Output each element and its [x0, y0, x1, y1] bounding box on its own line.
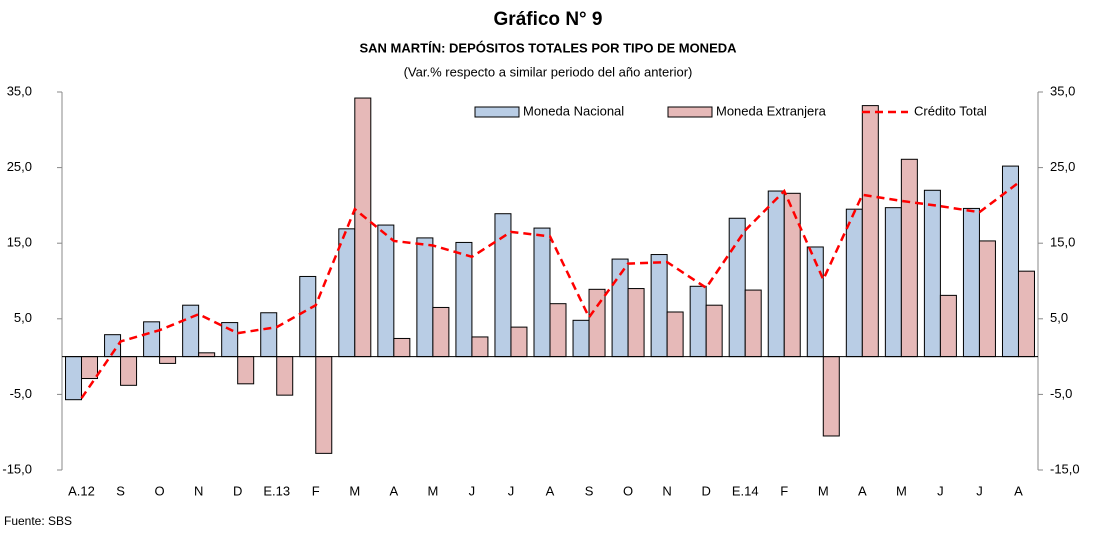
x-tick-label: M — [427, 483, 438, 498]
legend-label: Moneda Extranjera — [716, 103, 827, 118]
bar — [572, 319, 590, 358]
bar — [143, 321, 161, 358]
legend-label: Crédito Total — [914, 103, 987, 118]
bar — [939, 294, 957, 358]
bar — [549, 303, 567, 358]
x-tick-label: A — [546, 483, 555, 498]
x-tick-label: N — [194, 483, 203, 498]
bar — [159, 356, 177, 364]
bar — [861, 105, 879, 358]
bar — [845, 208, 863, 358]
y2-tick-label: 25,0 — [1050, 159, 1075, 174]
x-tick-label: D — [233, 483, 242, 498]
bar — [627, 288, 645, 358]
x-tick-label: S — [116, 483, 125, 498]
bar — [120, 356, 138, 386]
bar — [533, 227, 551, 358]
x-tick-label: M — [818, 483, 829, 498]
x-tick-label: S — [585, 483, 594, 498]
bar — [689, 285, 707, 358]
bar — [182, 304, 200, 358]
bar — [494, 213, 512, 358]
x-tick-label: M — [349, 483, 360, 498]
y-tick-label: 5,0 — [14, 310, 32, 325]
bar — [416, 237, 434, 358]
x-tick-label: O — [155, 483, 165, 498]
x-tick-label: E.13 — [263, 483, 290, 498]
x-tick-label: J — [937, 483, 944, 498]
bar — [588, 288, 606, 358]
y2-tick-label: -5,0 — [1050, 386, 1072, 401]
chart-note: (Var.% respecto a similar periodo del añ… — [404, 64, 693, 79]
bar — [354, 97, 372, 358]
x-tick-label: J — [508, 483, 515, 498]
y-tick-label: 25,0 — [7, 159, 32, 174]
y2-tick-label: -15,0 — [1050, 461, 1080, 476]
bar — [900, 158, 918, 358]
y-tick-label: -5,0 — [10, 386, 32, 401]
x-tick-label: A — [858, 483, 867, 498]
bar — [237, 356, 255, 385]
bar — [393, 337, 411, 358]
x-tick-label: F — [312, 483, 320, 498]
bar — [377, 224, 395, 358]
bar — [666, 311, 684, 358]
y-tick-label: -15,0 — [2, 461, 32, 476]
bar — [260, 312, 278, 358]
bar — [822, 356, 840, 437]
bar — [728, 217, 746, 358]
bar — [705, 304, 723, 358]
x-tick-label: A — [1014, 483, 1023, 498]
bar — [338, 228, 356, 358]
chart-title: Gráfico N° 9 — [494, 9, 603, 30]
bar — [650, 254, 668, 358]
x-tick-label: F — [780, 483, 788, 498]
x-tick-label: M — [896, 483, 907, 498]
bar — [1001, 165, 1019, 358]
bar — [744, 289, 762, 358]
x-tick-label: O — [623, 483, 633, 498]
chart-subtitle: SAN MARTÍN: DEPÓSITOS TOTALES POR TIPO D… — [359, 40, 737, 55]
y2-tick-label: 35,0 — [1050, 83, 1075, 98]
bar — [299, 275, 317, 358]
y2-tick-label: 5,0 — [1050, 310, 1068, 325]
y-tick-label: 35,0 — [7, 83, 32, 98]
bar — [978, 240, 996, 358]
bar — [198, 352, 216, 358]
x-tick-label: A.12 — [68, 483, 95, 498]
bar — [767, 190, 785, 358]
y2-tick-label: 15,0 — [1050, 235, 1075, 250]
bar — [276, 356, 294, 396]
source: Fuente: SBS — [4, 514, 72, 528]
bar — [81, 356, 99, 380]
bar — [884, 207, 902, 358]
x-tick-label: J — [469, 483, 476, 498]
bar — [221, 322, 239, 358]
x-tick-label: E.14 — [732, 483, 759, 498]
bar — [471, 336, 489, 358]
bar — [65, 356, 83, 401]
x-tick-label: D — [701, 483, 710, 498]
bar — [923, 189, 941, 358]
bar — [432, 306, 450, 358]
bar — [315, 356, 333, 454]
x-tick-label: N — [662, 483, 671, 498]
bar — [783, 192, 801, 358]
line — [80, 181, 1020, 399]
legend-swatch — [667, 106, 713, 118]
y-tick-label: 15,0 — [7, 235, 32, 250]
bar — [510, 326, 528, 358]
bar — [962, 207, 980, 358]
bar — [1017, 270, 1035, 358]
bar — [455, 241, 473, 358]
x-tick-label: J — [976, 483, 983, 498]
x-tick-label: A — [390, 483, 399, 498]
legend-label: Moneda Nacional — [523, 103, 624, 118]
legend-swatch — [474, 106, 520, 118]
